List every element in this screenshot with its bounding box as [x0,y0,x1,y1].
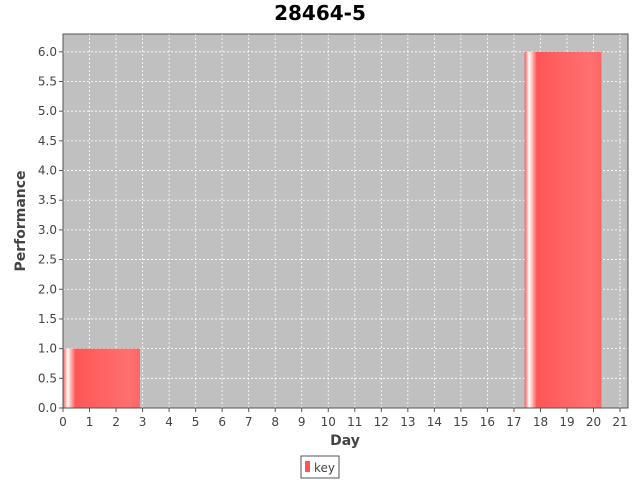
x-tick-label: 18 [533,415,548,429]
chart-title: 28464-5 [274,1,366,25]
bar [524,51,602,409]
x-tick-label: 9 [298,415,306,429]
x-tick-label: 1 [86,415,94,429]
y-tick-label: 1.0 [38,342,57,356]
y-tick-label: 0.0 [38,401,57,415]
legend-label: key [314,461,335,475]
y-tick-label: 6.0 [38,45,57,59]
legend: key [300,455,340,479]
x-tick-label: 2 [112,415,120,429]
bars [63,51,602,409]
x-tick-label: 8 [271,415,279,429]
legend-swatch [305,461,310,472]
x-tick-label: 21 [612,415,627,429]
x-tick-label: 3 [139,415,147,429]
x-tick-label: 13 [400,415,415,429]
x-tick-label: 16 [480,415,495,429]
y-tick-label: 1.5 [38,312,57,326]
y-tick-label: 2.5 [38,253,57,267]
x-tick-label: 5 [192,415,200,429]
y-tick-label: 5.0 [38,104,57,118]
x-tick-label: 6 [218,415,226,429]
y-tick-label: 3.0 [38,223,57,237]
x-tick-label: 11 [347,415,362,429]
y-axis-ticks: 0.0 0.5 1.0 1.5 2.0 2.5 3.0 3.5 4.0 4.5 5.0 5.5 6.0 [38,45,63,415]
legend-box [300,455,340,479]
x-tick-label: 15 [453,415,468,429]
x-tick-label: 10 [321,415,336,429]
y-tick-label: 5.5 [38,74,57,88]
y-tick-label: 3.5 [38,193,57,207]
plot-border [62,33,629,409]
x-tick-label: 12 [374,415,389,429]
x-axis-label: Day [330,433,360,449]
bar [63,348,140,408]
x-tick-label: 7 [245,415,253,429]
y-tick-label: 4.5 [38,134,57,148]
x-axis-ticks: 0 1 2 3 4 5 6 7 8 9 10 11 12 13 14 15 16 17 18 19 20 21 [59,408,628,429]
x-tick-label: 0 [59,415,67,429]
x-tick-label: 17 [506,415,521,429]
y-axis-label: Performance [13,170,29,271]
x-tick-label: 4 [165,415,173,429]
y-tick-label: 4.0 [38,164,57,178]
y-tick-label: 0.5 [38,371,57,385]
x-tick-label: 14 [427,415,442,429]
y-tick-label: 2.0 [38,282,57,296]
x-tick-label: 19 [559,415,574,429]
x-tick-label: 20 [586,415,601,429]
